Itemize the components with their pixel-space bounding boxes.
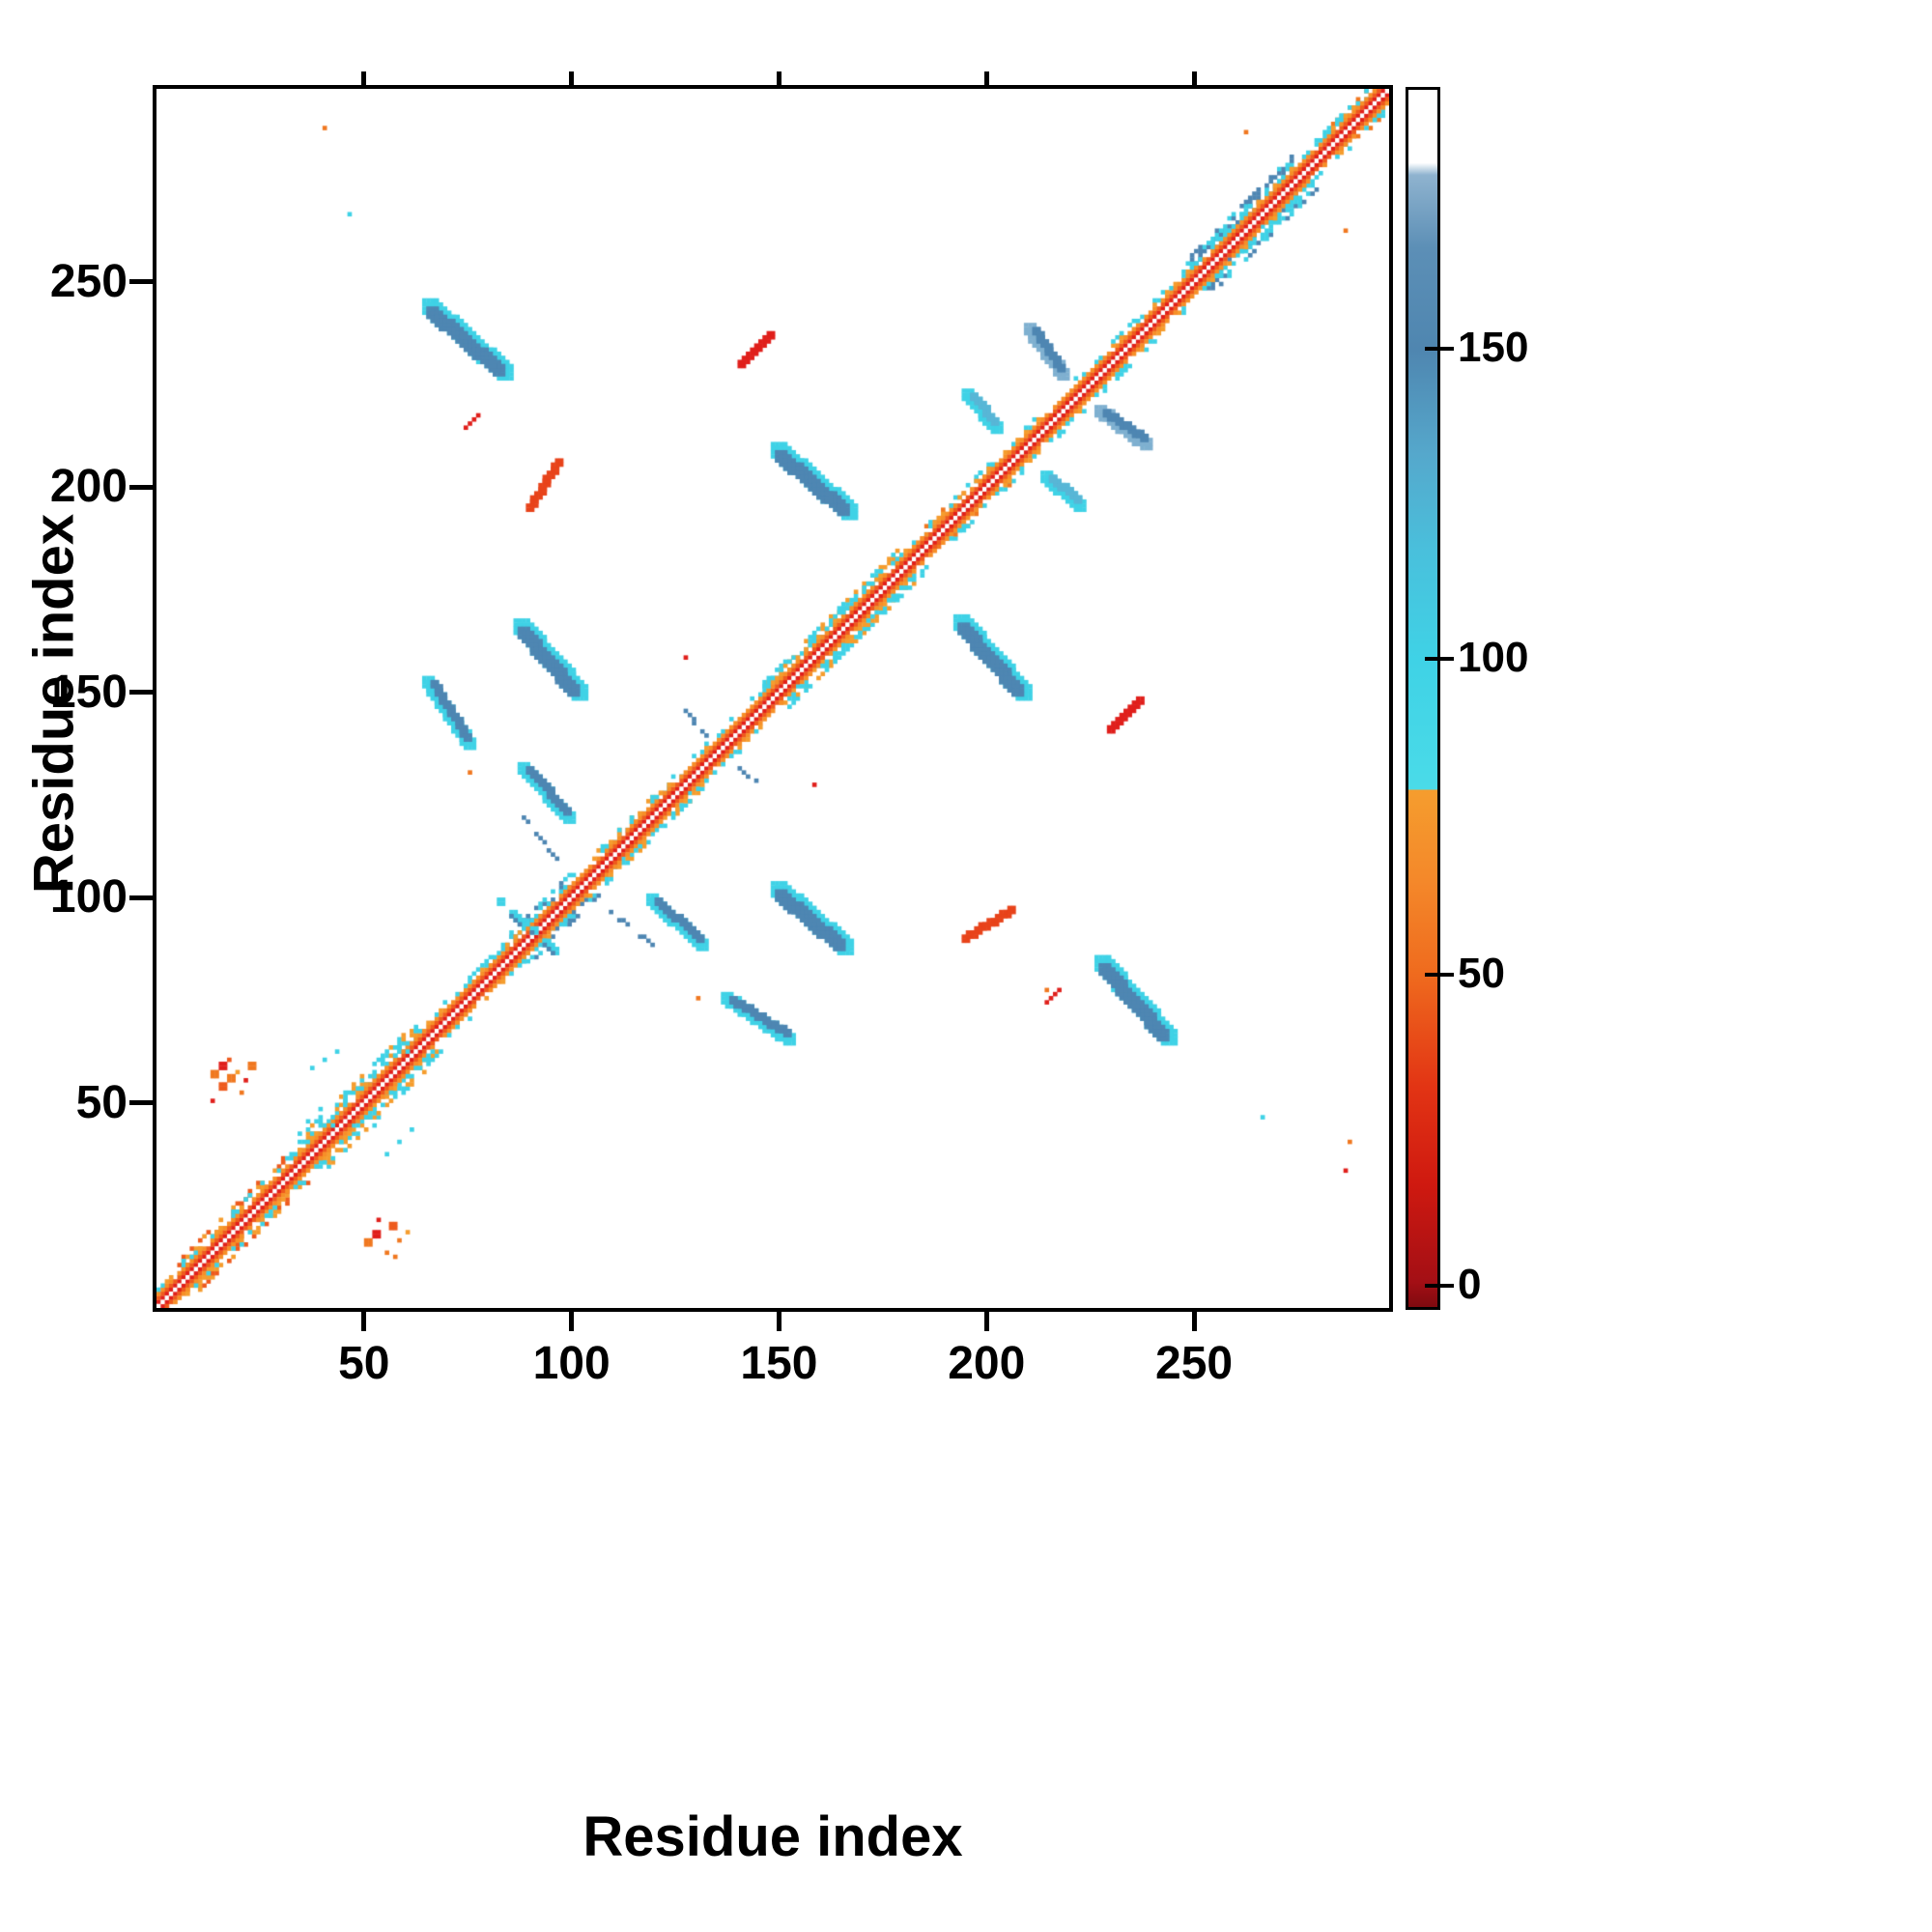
y-tick-left — [129, 895, 153, 900]
y-tick-left — [129, 1100, 153, 1106]
x-tick-bottom — [983, 1312, 989, 1331]
x-tick-top — [1191, 71, 1197, 85]
x-tick-top — [776, 71, 781, 85]
y-tick-label: 50 — [75, 1076, 128, 1128]
x-tick-bottom — [569, 1312, 575, 1331]
y-tick-label: 200 — [49, 461, 128, 513]
x-tick-top — [569, 71, 575, 85]
colorbar-tick-label: 150 — [1458, 323, 1529, 371]
colorbar-tick — [1425, 1283, 1454, 1288]
x-tick-bottom — [361, 1312, 367, 1331]
colorbar-tick-label: 0 — [1458, 1260, 1482, 1308]
colorbar-tick — [1425, 657, 1454, 662]
x-tick-top — [983, 71, 989, 85]
x-tick-label: 150 — [740, 1338, 818, 1389]
colorbar-tick-label: 50 — [1458, 950, 1505, 998]
y-tick-left — [129, 484, 153, 490]
x-tick-bottom — [776, 1312, 781, 1331]
y-tick-left — [129, 690, 153, 696]
colorbar-tick-label: 100 — [1458, 634, 1529, 682]
x-tick-label: 100 — [532, 1338, 611, 1389]
contact-map-canvas — [156, 89, 1389, 1308]
plot-area — [153, 85, 1393, 1312]
y-tick-label: 100 — [49, 871, 128, 923]
y-tick-label: 150 — [49, 666, 128, 718]
x-tick-label: 50 — [338, 1338, 390, 1389]
y-tick-left — [129, 279, 153, 285]
colorbar-tick — [1425, 346, 1454, 351]
y-tick-label: 250 — [49, 255, 128, 307]
colorbar — [1406, 87, 1440, 1310]
x-tick-label: 200 — [948, 1338, 1026, 1389]
colorbar-gradient — [1408, 90, 1437, 1307]
colorbar-tick — [1425, 973, 1454, 978]
x-axis-label: Residue index — [582, 1805, 963, 1868]
x-tick-bottom — [1191, 1312, 1197, 1331]
x-tick-top — [361, 71, 367, 85]
y-axis-label: Residue index — [22, 513, 86, 895]
x-tick-label: 250 — [1155, 1338, 1234, 1389]
